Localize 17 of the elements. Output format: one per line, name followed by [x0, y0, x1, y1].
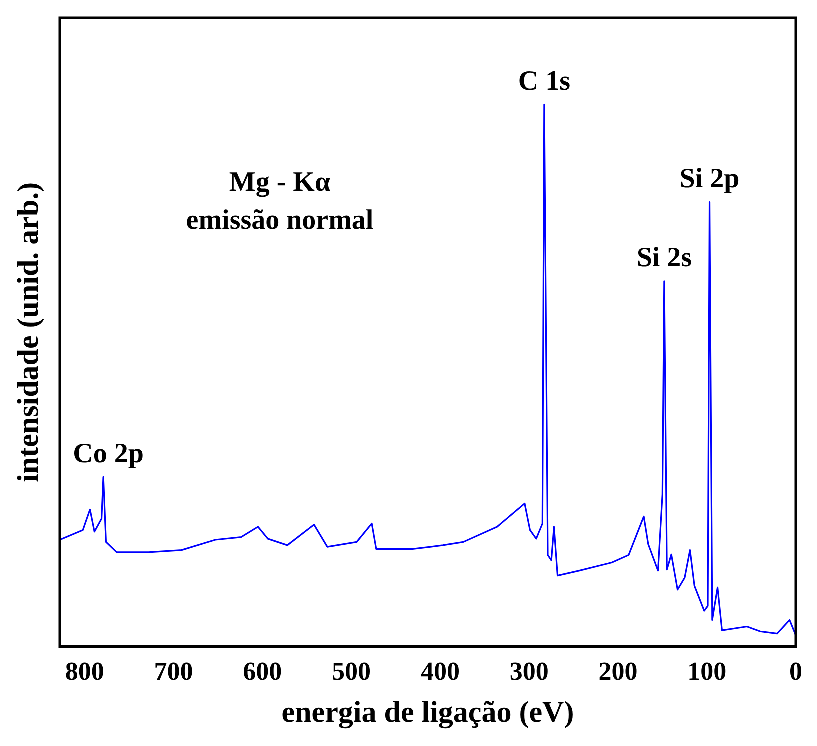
x-tick-label: 300 — [510, 657, 549, 686]
annotation: Si 2p — [680, 164, 740, 195]
x-tick-label: 400 — [420, 657, 460, 686]
x-tick-label: 800 — [65, 657, 104, 686]
x-axis-title: energia de ligação (eV) — [282, 696, 574, 729]
annotation: C 1s — [518, 66, 571, 97]
x-tick-label: 200 — [598, 657, 638, 686]
x-tick-label: 500 — [332, 657, 372, 686]
x-tick-label: 600 — [243, 657, 282, 686]
annotation: Mg - Kα — [229, 167, 331, 198]
y-axis-title: intensidade (unid. arb.) — [12, 182, 45, 482]
x-tick-label: 700 — [154, 657, 194, 686]
annotation: Si 2s — [636, 242, 692, 274]
annotation: emissão normal — [186, 205, 374, 236]
x-tick-label: 0 — [790, 657, 802, 686]
annotation: Co 2p — [73, 438, 144, 470]
x-tick-label: 100 — [688, 657, 727, 686]
